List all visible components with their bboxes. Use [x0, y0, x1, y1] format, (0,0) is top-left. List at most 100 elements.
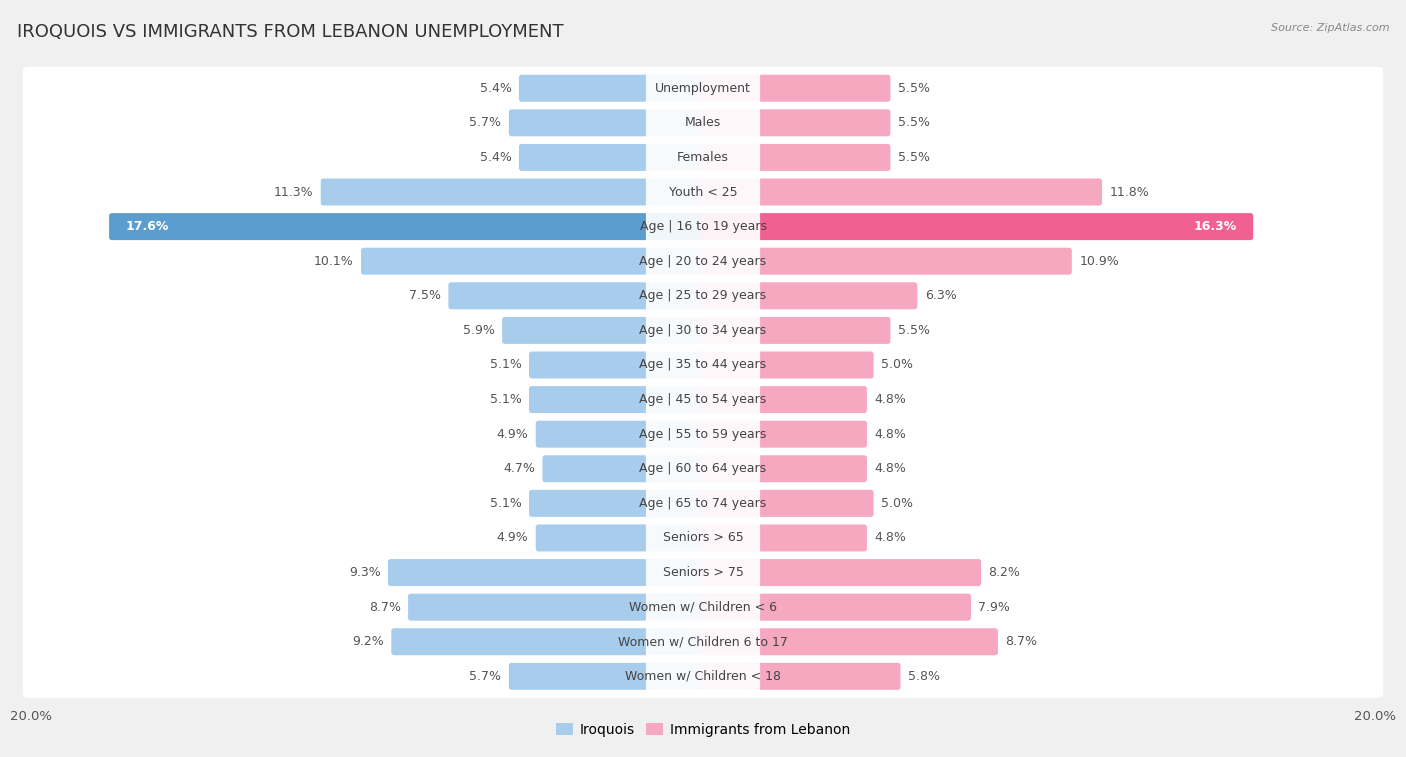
- FancyBboxPatch shape: [361, 248, 706, 275]
- Text: 5.0%: 5.0%: [882, 359, 912, 372]
- FancyBboxPatch shape: [645, 312, 761, 350]
- Text: 4.8%: 4.8%: [875, 428, 907, 441]
- FancyBboxPatch shape: [700, 455, 868, 482]
- Text: 5.4%: 5.4%: [479, 82, 512, 95]
- Text: 5.0%: 5.0%: [882, 497, 912, 510]
- FancyBboxPatch shape: [700, 559, 981, 586]
- Text: 16.3%: 16.3%: [1194, 220, 1237, 233]
- FancyBboxPatch shape: [700, 351, 873, 378]
- Text: Age | 20 to 24 years: Age | 20 to 24 years: [640, 254, 766, 268]
- FancyBboxPatch shape: [22, 586, 1384, 628]
- FancyBboxPatch shape: [645, 70, 761, 108]
- Text: 11.3%: 11.3%: [274, 185, 314, 198]
- FancyBboxPatch shape: [22, 101, 1384, 145]
- FancyBboxPatch shape: [509, 663, 706, 690]
- FancyBboxPatch shape: [645, 208, 761, 247]
- Text: 5.4%: 5.4%: [479, 151, 512, 164]
- FancyBboxPatch shape: [22, 482, 1384, 525]
- FancyBboxPatch shape: [408, 593, 706, 621]
- FancyBboxPatch shape: [22, 378, 1384, 421]
- FancyBboxPatch shape: [22, 551, 1384, 594]
- Text: 9.2%: 9.2%: [352, 635, 384, 648]
- Text: Women w/ Children 6 to 17: Women w/ Children 6 to 17: [619, 635, 787, 648]
- Text: 4.8%: 4.8%: [875, 531, 907, 544]
- FancyBboxPatch shape: [645, 243, 761, 282]
- FancyBboxPatch shape: [22, 413, 1384, 456]
- FancyBboxPatch shape: [529, 351, 706, 378]
- FancyBboxPatch shape: [22, 205, 1384, 248]
- Text: 11.8%: 11.8%: [1109, 185, 1149, 198]
- Text: 7.9%: 7.9%: [979, 600, 1011, 614]
- FancyBboxPatch shape: [645, 347, 761, 385]
- Text: 8.7%: 8.7%: [1005, 635, 1038, 648]
- Text: Age | 55 to 59 years: Age | 55 to 59 years: [640, 428, 766, 441]
- Text: 7.5%: 7.5%: [409, 289, 441, 302]
- FancyBboxPatch shape: [700, 663, 900, 690]
- FancyBboxPatch shape: [645, 416, 761, 454]
- FancyBboxPatch shape: [22, 516, 1384, 559]
- FancyBboxPatch shape: [645, 589, 761, 628]
- Text: Seniors > 65: Seniors > 65: [662, 531, 744, 544]
- FancyBboxPatch shape: [700, 75, 890, 101]
- Text: 5.5%: 5.5%: [898, 82, 929, 95]
- Text: 5.5%: 5.5%: [898, 151, 929, 164]
- FancyBboxPatch shape: [449, 282, 706, 310]
- Text: 6.3%: 6.3%: [925, 289, 956, 302]
- FancyBboxPatch shape: [700, 593, 972, 621]
- Text: Age | 30 to 34 years: Age | 30 to 34 years: [640, 324, 766, 337]
- FancyBboxPatch shape: [645, 658, 761, 696]
- Text: 8.7%: 8.7%: [368, 600, 401, 614]
- FancyBboxPatch shape: [700, 179, 1102, 205]
- FancyBboxPatch shape: [700, 386, 868, 413]
- FancyBboxPatch shape: [645, 104, 761, 143]
- FancyBboxPatch shape: [110, 213, 706, 240]
- Text: 4.8%: 4.8%: [875, 463, 907, 475]
- Text: 10.9%: 10.9%: [1080, 254, 1119, 268]
- Text: Females: Females: [678, 151, 728, 164]
- FancyBboxPatch shape: [645, 520, 761, 558]
- FancyBboxPatch shape: [543, 455, 706, 482]
- FancyBboxPatch shape: [700, 213, 1253, 240]
- Text: Women w/ Children < 6: Women w/ Children < 6: [628, 600, 778, 614]
- Text: Women w/ Children < 18: Women w/ Children < 18: [626, 670, 780, 683]
- FancyBboxPatch shape: [22, 136, 1384, 179]
- FancyBboxPatch shape: [700, 317, 890, 344]
- FancyBboxPatch shape: [321, 179, 706, 205]
- Text: Source: ZipAtlas.com: Source: ZipAtlas.com: [1271, 23, 1389, 33]
- Text: 5.5%: 5.5%: [898, 117, 929, 129]
- Text: Age | 60 to 64 years: Age | 60 to 64 years: [640, 463, 766, 475]
- FancyBboxPatch shape: [22, 309, 1384, 352]
- FancyBboxPatch shape: [519, 144, 706, 171]
- Text: 5.8%: 5.8%: [908, 670, 939, 683]
- FancyBboxPatch shape: [509, 109, 706, 136]
- FancyBboxPatch shape: [645, 450, 761, 489]
- FancyBboxPatch shape: [502, 317, 706, 344]
- FancyBboxPatch shape: [645, 624, 761, 662]
- FancyBboxPatch shape: [529, 386, 706, 413]
- FancyBboxPatch shape: [536, 525, 706, 551]
- Text: Age | 25 to 29 years: Age | 25 to 29 years: [640, 289, 766, 302]
- Text: 5.7%: 5.7%: [470, 117, 502, 129]
- FancyBboxPatch shape: [700, 144, 890, 171]
- Text: 9.3%: 9.3%: [349, 566, 381, 579]
- Text: Age | 45 to 54 years: Age | 45 to 54 years: [640, 393, 766, 406]
- FancyBboxPatch shape: [645, 554, 761, 593]
- Text: 8.2%: 8.2%: [988, 566, 1021, 579]
- FancyBboxPatch shape: [22, 655, 1384, 698]
- Text: IROQUOIS VS IMMIGRANTS FROM LEBANON UNEMPLOYMENT: IROQUOIS VS IMMIGRANTS FROM LEBANON UNEM…: [17, 23, 564, 41]
- FancyBboxPatch shape: [22, 67, 1384, 110]
- FancyBboxPatch shape: [529, 490, 706, 517]
- FancyBboxPatch shape: [700, 109, 890, 136]
- Text: 4.9%: 4.9%: [496, 428, 529, 441]
- FancyBboxPatch shape: [700, 282, 917, 310]
- FancyBboxPatch shape: [519, 75, 706, 101]
- FancyBboxPatch shape: [388, 559, 706, 586]
- FancyBboxPatch shape: [22, 170, 1384, 213]
- FancyBboxPatch shape: [22, 447, 1384, 491]
- FancyBboxPatch shape: [700, 525, 868, 551]
- FancyBboxPatch shape: [22, 240, 1384, 282]
- Text: Age | 16 to 19 years: Age | 16 to 19 years: [640, 220, 766, 233]
- FancyBboxPatch shape: [645, 485, 761, 523]
- Text: 5.1%: 5.1%: [489, 359, 522, 372]
- Text: Unemployment: Unemployment: [655, 82, 751, 95]
